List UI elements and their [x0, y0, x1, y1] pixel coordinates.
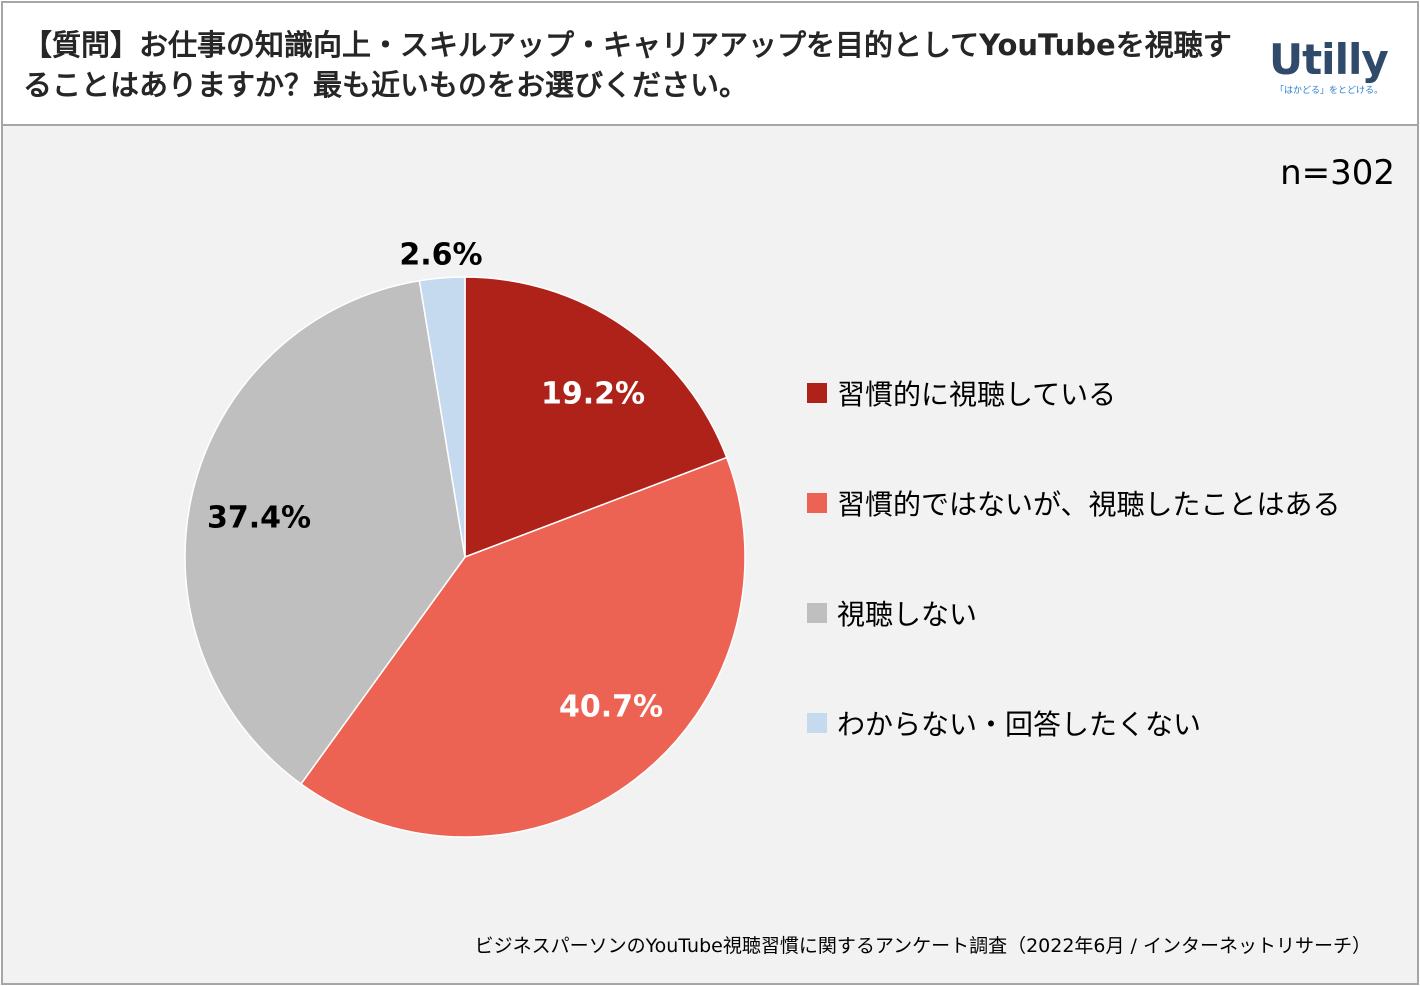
- data-label-3: 37.4%: [207, 501, 311, 536]
- legend-item-2: 習慣的ではないが、視聴したことはある: [807, 483, 1340, 523]
- pie-slice-4: [418, 276, 466, 558]
- utilly-logo: Utilly 「はかどる」をとどける。: [1269, 37, 1399, 97]
- legend-swatch-4: [807, 713, 827, 733]
- legend-item-1: 習慣的に視聴している: [807, 373, 1116, 413]
- legend-label-4: わからない・回答したくない: [837, 708, 1202, 741]
- legend-swatch-1: [807, 383, 827, 403]
- header: 【質問】お仕事の知識向上・スキルアップ・キャリアアップを目的としてYouTube…: [3, 3, 1417, 126]
- data-label-2: 40.7%: [559, 690, 663, 725]
- legend-swatch-3: [807, 603, 827, 623]
- pie-slice-1: [464, 276, 728, 559]
- legend-item-3: 視聴しない: [807, 593, 977, 633]
- pie-slice-2: [299, 456, 746, 838]
- legend-label-2: 習慣的ではないが、視聴したことはある: [837, 488, 1341, 521]
- data-label-1: 19.2%: [541, 377, 645, 412]
- pie-chart: 19.2% 40.7% 37.4% 2.6%: [184, 238, 746, 838]
- logo-tagline: 「はかどる」をとどける。: [1275, 86, 1384, 96]
- legend-item-4: わからない・回答したくない: [807, 703, 1201, 743]
- logo-text: Utilly: [1269, 35, 1389, 84]
- sample-size: n=302: [1280, 153, 1395, 193]
- data-label-4: 2.6%: [399, 238, 482, 273]
- pie-slice-3: [184, 279, 466, 785]
- legend-label-3: 視聴しない: [837, 598, 978, 631]
- source-note: ビジネスパーソンのYouTube視聴習慣に関するアンケート調査（2022年6月 …: [474, 935, 1371, 957]
- legend-swatch-2: [807, 493, 827, 513]
- legend-label-1: 習慣的に視聴している: [837, 378, 1117, 411]
- question-title: 【質問】お仕事の知識向上・スキルアップ・キャリアアップを目的としてYouTube…: [23, 28, 1232, 102]
